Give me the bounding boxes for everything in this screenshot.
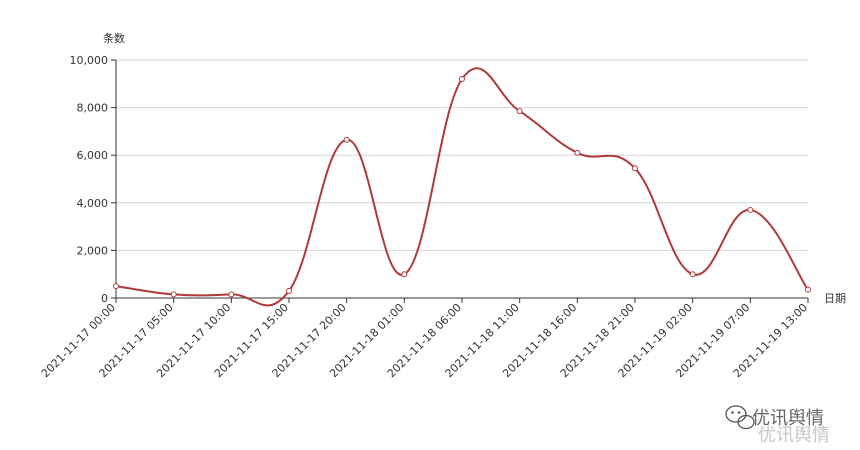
data-point[interactable] bbox=[228, 291, 235, 298]
data-point[interactable] bbox=[689, 271, 696, 278]
y-tick-label: 4,000 bbox=[77, 197, 109, 210]
series-path bbox=[115, 67, 809, 307]
data-point[interactable] bbox=[459, 76, 465, 83]
series-line bbox=[115, 67, 809, 307]
y-tick-label: 8,000 bbox=[77, 102, 109, 115]
grid-lines bbox=[116, 59, 808, 251]
data-point[interactable] bbox=[516, 108, 523, 115]
data-point[interactable] bbox=[632, 165, 638, 172]
data-point[interactable] bbox=[286, 287, 292, 294]
data-point[interactable] bbox=[170, 291, 177, 298]
x-axis-label: 日期 bbox=[824, 292, 846, 305]
data-point[interactable] bbox=[805, 286, 811, 293]
wechat-icon bbox=[725, 405, 755, 430]
y-tick-label: 6,000 bbox=[77, 149, 109, 162]
watermark-text: 优讯舆情 bbox=[752, 408, 824, 429]
y-tick-label: 0 bbox=[101, 292, 108, 305]
y-axis-label: 条数 bbox=[103, 31, 125, 45]
data-point[interactable] bbox=[747, 206, 754, 213]
data-point[interactable] bbox=[574, 149, 581, 156]
axes bbox=[111, 59, 809, 303]
y-tick-labels: 0 2,000 4,000 6,000 8,000 10,000 bbox=[70, 54, 109, 305]
y-tick-label: 2,000 bbox=[77, 244, 109, 257]
data-point[interactable] bbox=[113, 283, 119, 290]
watermark-text-shadow: 优讯舆情 bbox=[758, 425, 830, 446]
data-point[interactable] bbox=[401, 271, 408, 278]
y-tick-label: 10,000 bbox=[70, 54, 109, 67]
data-points bbox=[113, 76, 811, 298]
watermark: 优讯舆情 优讯舆情 bbox=[725, 405, 830, 446]
data-point[interactable] bbox=[343, 136, 350, 143]
